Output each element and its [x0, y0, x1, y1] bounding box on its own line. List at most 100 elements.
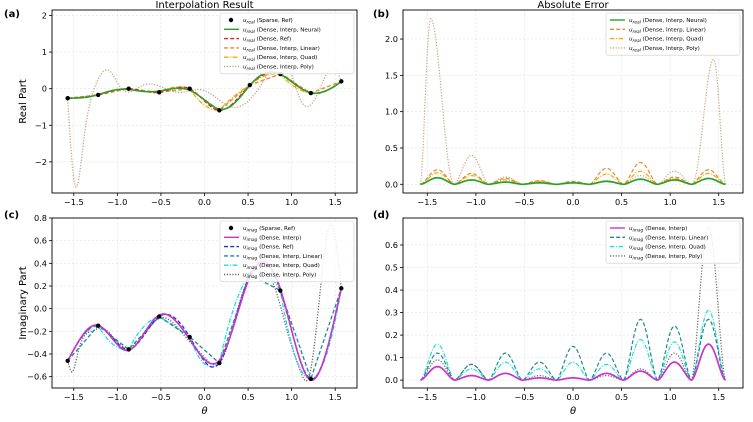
y-tick-label: 1.0 — [385, 107, 398, 117]
x-tick-label: −1.5 — [64, 392, 84, 402]
error-series-line — [420, 176, 726, 186]
y-tick-label: 0.6 — [385, 240, 398, 250]
x-tick-label: 0.5 — [615, 197, 628, 207]
sparse-point — [187, 86, 192, 91]
x-tick-label: −1.5 — [64, 197, 84, 207]
x-tick-label: −0.5 — [151, 392, 171, 402]
y-tick-label: −2 — [35, 157, 47, 167]
legend-label: ureal (Dense, Interp, Quad) — [629, 37, 703, 45]
sparse-point — [308, 90, 314, 96]
sparse-point — [95, 92, 101, 98]
y-tick-label: 0.5 — [385, 143, 398, 153]
sparse-point — [247, 82, 253, 88]
x-tick-label: 1.5 — [712, 392, 725, 402]
axes-frame — [402, 9, 744, 194]
x-axis-label: θ — [570, 406, 576, 417]
series-line — [66, 261, 343, 382]
axes-frame — [402, 217, 744, 389]
legend-label: ureal (Dense, Interp, Quad) — [243, 55, 317, 63]
sparse-point — [308, 376, 314, 382]
series-line — [67, 261, 342, 380]
axes-frame — [51, 9, 358, 194]
x-tick-label: 1.0 — [664, 392, 677, 402]
y-tick-label: 0 — [42, 84, 47, 94]
y-axis-label: Real Part — [18, 79, 29, 124]
legend-label: ureal (Dense, Interp, Neural) — [629, 18, 707, 26]
legend-label: ureal (Sparse, Ref) — [243, 18, 293, 26]
plot-area — [420, 226, 727, 382]
x-tick-label: 1.0 — [285, 392, 298, 402]
x-tick-label: 0.5 — [242, 197, 255, 207]
x-tick-label: −1.0 — [107, 392, 127, 402]
panel-c: −1.5 −1.0 −0.5 0.0 0.5 1.0 1.5 −0.6 −0.4 −0.2 0.0 0… — [4, 210, 358, 417]
error-series-line — [420, 309, 727, 382]
series-line — [67, 274, 342, 381]
y-tick-label: 0.0 — [385, 375, 398, 385]
sparse-point — [126, 86, 131, 91]
y-tick-label: 0.2 — [385, 330, 398, 340]
error-series-line — [420, 318, 727, 382]
y-tick-label: −0.2 — [27, 326, 47, 336]
x-tick-label: 0.0 — [198, 197, 211, 207]
axes-frame — [51, 217, 358, 389]
x-axis-label: θ — [201, 406, 207, 417]
legend: uimag (Dense, Interp)uimag (Dense, Inter… — [605, 220, 741, 264]
sparse-point — [278, 288, 283, 293]
y-tick-label: 0.6 — [34, 236, 47, 246]
legend-label: uimag (Dense, Interp, Quad) — [243, 263, 320, 271]
panel-a: −1.5 −1.0 −0.5 0.0 0.5 1.0 1.5 −2 −1 0 1 2 Interpola… — [4, 0, 358, 207]
x-tick-label: 0.0 — [566, 197, 579, 207]
legend: uimag (Sparse, Ref)uimag (Dense, Interp)… — [219, 220, 355, 283]
y-tick-label: −0.6 — [27, 372, 47, 382]
legend: ureal (Sparse, Ref) ureal (Dense, Interp,… — [219, 12, 355, 75]
y-tick-label: 0.4 — [385, 285, 398, 295]
sparse-point — [65, 358, 70, 363]
panel-letter: (c) — [4, 210, 19, 221]
legend-marker — [228, 17, 234, 23]
legend-label: uimag (Sparse, Ref) — [243, 226, 295, 234]
legend-label: ureal (Dense, Interp, Poly) — [243, 65, 314, 73]
panel-d: −1.5 −1.0 −0.5 0.0 0.5 1.0 1.5 0.0 0.1 0.2 0.3 0.4 0… — [373, 210, 744, 417]
panel-letter: (b) — [373, 9, 389, 20]
x-tick-label: 0.5 — [615, 392, 628, 402]
x-tick-label: −0.5 — [514, 392, 534, 402]
sparse-point — [187, 334, 192, 340]
y-tick-label: 2.0 — [385, 34, 398, 44]
y-tick-label: 0.4 — [34, 258, 47, 268]
x-tick-label: 0.0 — [198, 392, 211, 402]
y-tick-label: 1.5 — [385, 70, 398, 80]
x-tick-label: 0.0 — [566, 392, 579, 402]
y-axis-label: Imaginary Part — [18, 266, 29, 339]
y-tick-label: 0.1 — [385, 353, 398, 363]
error-series-line — [420, 343, 727, 382]
error-series-line — [420, 161, 726, 185]
x-tick-label: −1.5 — [417, 197, 437, 207]
x-tick-label: −1.5 — [417, 392, 437, 402]
legend-label: ureal (Dense, Interp, Linear) — [243, 46, 320, 54]
panel-letter: (d) — [373, 210, 389, 221]
y-tick-label: −1 — [35, 120, 47, 130]
panel-b: −1.5 −1.0 −0.5 0.0 0.5 1.0 1.5 0.0 0.5 1.0 1.5 2.0 A… — [373, 0, 744, 207]
x-tick-label: −1.0 — [107, 197, 127, 207]
sparse-point — [95, 323, 101, 328]
x-tick-label: 1.0 — [664, 197, 677, 207]
y-tick-label: 0.0 — [34, 304, 47, 314]
legend-label: uimag (Dense, Interp, Quad) — [629, 245, 706, 253]
legend-label: ureal (Dense, Ref) — [243, 37, 291, 45]
y-tick-label: 0.2 — [34, 281, 47, 291]
panel-title: Absolute Error — [537, 0, 609, 11]
legend-label: uimag (Dense, Interp, Linear) — [243, 254, 322, 262]
y-tick-label: 1 — [42, 47, 47, 57]
x-tick-label: −1.0 — [466, 392, 486, 402]
x-tick-label: 1.0 — [285, 197, 298, 207]
legend-label: ureal (Dense, Interp, Linear) — [629, 27, 706, 35]
y-tick-label: −0.4 — [27, 349, 47, 359]
x-tick-label: 0.5 — [242, 392, 255, 402]
sparse-point — [156, 314, 162, 319]
legend-label: uimag (Dense, Interp, Poly) — [243, 273, 316, 281]
x-tick-label: −0.5 — [151, 197, 171, 207]
series-line — [67, 71, 342, 111]
x-tick-label: 1.5 — [329, 197, 342, 207]
legend-marker — [228, 225, 234, 231]
